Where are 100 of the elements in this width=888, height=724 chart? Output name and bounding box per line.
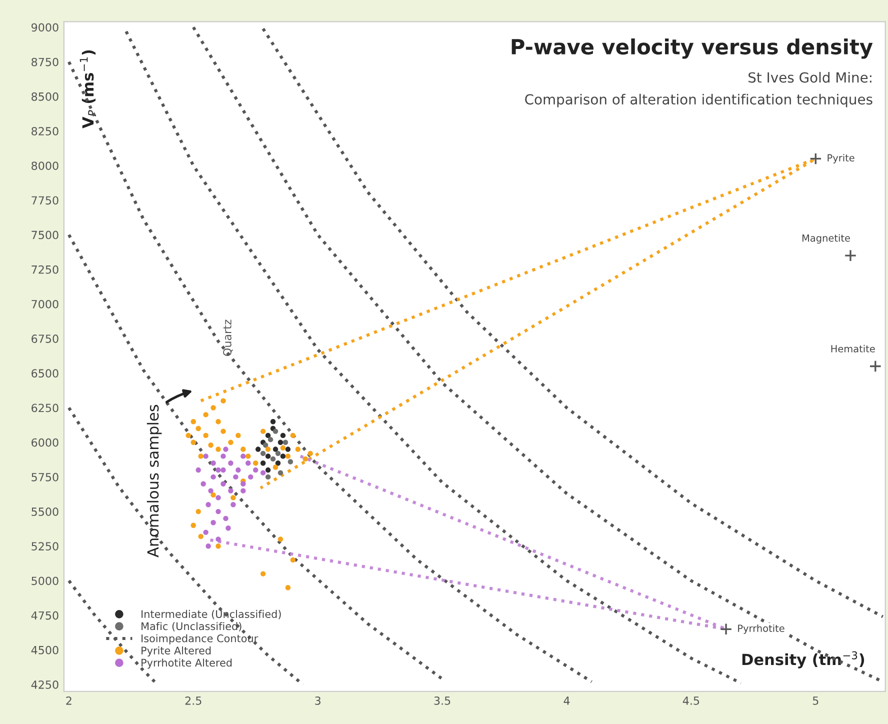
point <box>230 495 236 500</box>
point <box>720 622 732 636</box>
point <box>275 450 281 456</box>
point <box>216 544 221 549</box>
y-tick-label: 7250 <box>32 265 58 274</box>
y-tick-label: 6750 <box>32 334 58 343</box>
y-tick-label: 8000 <box>32 162 58 170</box>
point <box>196 426 201 432</box>
point <box>210 474 216 480</box>
point <box>288 459 294 464</box>
point <box>220 481 226 486</box>
x-tick-label: 3 <box>315 696 320 705</box>
point <box>228 440 234 445</box>
point <box>278 440 284 445</box>
point <box>196 467 201 473</box>
point <box>272 464 278 470</box>
y-tick-label: 5250 <box>32 542 58 551</box>
point <box>268 436 274 442</box>
point <box>290 557 296 563</box>
point <box>280 432 286 438</box>
y-tick-label: 4250 <box>31 680 58 689</box>
point <box>226 526 231 531</box>
point <box>228 460 234 466</box>
x-tick-label: 4.5 <box>682 696 700 705</box>
point <box>223 446 228 452</box>
point <box>200 481 206 486</box>
y-tick-label: 4750 <box>31 611 58 620</box>
point <box>260 428 266 434</box>
point <box>220 467 226 473</box>
annotation: Pyrrhotite <box>738 624 784 634</box>
point <box>186 432 191 438</box>
y-tick-label: 5500 <box>32 508 58 516</box>
point <box>203 432 208 438</box>
point <box>216 446 221 452</box>
point <box>216 467 221 473</box>
annotation: Hematite <box>831 344 875 352</box>
point <box>285 454 291 459</box>
point <box>203 412 208 418</box>
text: St Ives Gold Mine: Comparison of alteration identification techniques <box>525 72 872 108</box>
point <box>246 454 251 459</box>
point <box>230 502 236 508</box>
y-tick-label: 6000 <box>32 438 58 447</box>
line-series <box>67 406 304 686</box>
point <box>265 446 271 452</box>
point <box>208 488 214 494</box>
y-tick-label: 7750 <box>32 196 58 205</box>
point <box>275 460 281 466</box>
point <box>272 446 278 452</box>
x-tick-label: 3.5 <box>434 696 450 705</box>
point <box>285 446 291 452</box>
x-tick-label: 2 <box>66 696 72 705</box>
point <box>278 470 284 476</box>
point <box>220 428 226 434</box>
point <box>190 419 196 424</box>
annotation: Quartz <box>223 320 233 356</box>
x-tick-label: 4 <box>564 696 570 705</box>
point <box>223 516 228 522</box>
point <box>190 522 196 528</box>
legend-label: Intermediate (Unclassified) <box>142 610 281 620</box>
y-tick-label: 7000 <box>32 300 58 308</box>
point <box>228 488 234 494</box>
point <box>252 460 258 466</box>
point <box>198 534 204 540</box>
point <box>198 454 204 459</box>
point <box>246 460 251 466</box>
point <box>240 446 246 452</box>
point <box>196 508 201 514</box>
legend-label: Pyrite Altered <box>142 646 211 656</box>
point <box>210 520 216 526</box>
point <box>208 442 214 448</box>
y-tick-label: 6500 <box>32 369 58 378</box>
point <box>265 467 271 473</box>
point <box>206 502 211 508</box>
point <box>260 470 266 476</box>
point <box>236 467 241 473</box>
point <box>252 467 258 473</box>
point <box>216 419 221 424</box>
legend-label: Isoimpedance Contour <box>142 634 258 644</box>
point <box>260 450 266 456</box>
point <box>308 450 313 456</box>
point <box>282 440 288 445</box>
y-tick-label: 5000 <box>32 576 58 586</box>
point <box>280 445 286 450</box>
point <box>236 432 241 438</box>
point <box>255 446 261 452</box>
annotation: Magnetite <box>802 234 850 244</box>
point <box>278 536 284 542</box>
x-tick-label: 5 <box>812 696 818 705</box>
point <box>220 398 226 404</box>
point <box>265 432 271 438</box>
point <box>216 508 221 514</box>
point <box>233 474 238 480</box>
x-tick-label: 2.5 <box>185 696 202 705</box>
point <box>210 405 216 410</box>
annotation: Anomalous samples <box>146 404 162 558</box>
y-tick-label: 8250 <box>32 127 58 136</box>
point <box>240 481 246 486</box>
point <box>809 152 822 165</box>
y-tick-label: 6250 <box>32 404 58 412</box>
y-tick-label: 4500 <box>31 646 58 654</box>
